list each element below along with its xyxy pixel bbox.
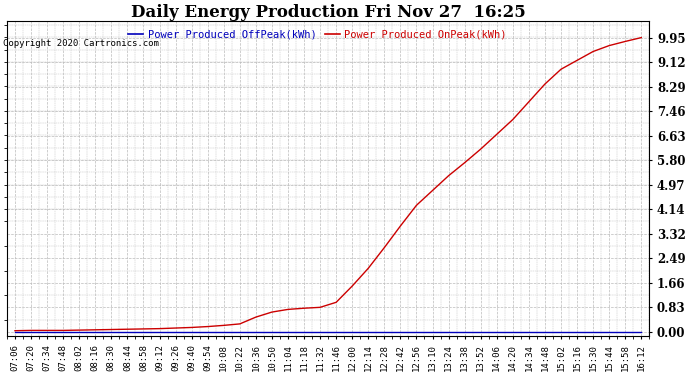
Title: Daily Energy Production Fri Nov 27  16:25: Daily Energy Production Fri Nov 27 16:25	[131, 4, 526, 21]
Text: Copyright 2020 Cartronics.com: Copyright 2020 Cartronics.com	[3, 39, 159, 48]
Legend: Power Produced OffPeak(kWh), Power Produced OnPeak(kWh): Power Produced OffPeak(kWh), Power Produ…	[128, 30, 507, 40]
